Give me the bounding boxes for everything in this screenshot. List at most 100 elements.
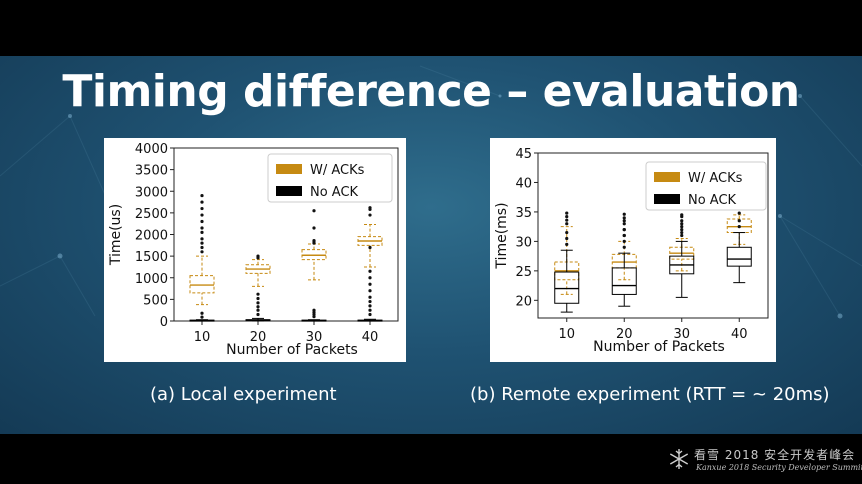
outlier-point bbox=[680, 219, 684, 223]
outlier-point bbox=[565, 218, 569, 222]
outlier-point bbox=[200, 245, 204, 250]
outlier-point bbox=[200, 237, 204, 241]
outlier-point bbox=[200, 219, 204, 224]
outlier-point bbox=[565, 215, 569, 219]
box-iqr bbox=[189, 275, 215, 294]
outlier-point bbox=[680, 213, 684, 217]
outlier-point bbox=[256, 312, 260, 317]
y-tick-label: 25 bbox=[515, 265, 532, 280]
outlier-point bbox=[256, 305, 260, 309]
outlier-point bbox=[565, 236, 569, 241]
box-iqr bbox=[726, 218, 752, 234]
outlier-point bbox=[737, 225, 741, 229]
legend-label: No ACK bbox=[688, 193, 737, 208]
y-tick-label: 2000 bbox=[135, 229, 168, 244]
box-iqr bbox=[726, 246, 752, 267]
y-tick-label: 0 bbox=[160, 315, 168, 330]
chart-panel-local: 0 500 1000 1500 2000 2500 3000 3500 4000 10 20 30 40… bbox=[104, 138, 406, 362]
outlier-point bbox=[680, 222, 684, 226]
outlier-point bbox=[622, 212, 626, 216]
legend-swatch bbox=[654, 194, 680, 204]
outlier-point bbox=[622, 222, 626, 226]
outlier-point bbox=[256, 308, 260, 312]
outlier-point bbox=[622, 239, 626, 243]
outlier-point bbox=[256, 296, 260, 301]
legend-swatch bbox=[654, 172, 680, 182]
outlier-point bbox=[368, 276, 372, 280]
outlier-point bbox=[368, 289, 372, 293]
outlier-point bbox=[622, 245, 626, 249]
box-noack-30 bbox=[301, 308, 327, 322]
box-noack-40 bbox=[726, 219, 752, 284]
x-tick-label: 30 bbox=[306, 330, 323, 345]
slide-title: Timing difference – evaluation bbox=[62, 66, 800, 117]
legend-label: W/ ACKs bbox=[310, 163, 365, 178]
outlier-point bbox=[256, 254, 260, 258]
box-noack-10 bbox=[189, 311, 215, 322]
outlier-point bbox=[565, 230, 569, 235]
box-noack-30 bbox=[669, 213, 695, 298]
outlier-point bbox=[737, 211, 741, 215]
y-tick-label: 4000 bbox=[135, 142, 168, 157]
outlier-point bbox=[200, 315, 204, 319]
y-tick-label: 20 bbox=[515, 294, 532, 309]
outlier-point bbox=[312, 238, 316, 243]
outlier-point bbox=[200, 226, 204, 230]
outlier-point bbox=[200, 200, 204, 204]
outlier-point bbox=[622, 216, 626, 220]
outlier-point bbox=[368, 299, 372, 304]
outlier-point bbox=[312, 226, 316, 230]
outlier-point bbox=[622, 228, 626, 232]
outlier-point bbox=[565, 211, 569, 215]
outlier-point bbox=[200, 241, 204, 245]
outlier-point bbox=[368, 308, 372, 312]
outlier-point bbox=[200, 193, 204, 198]
chart-panel-remote: 20 25 30 35 40 45 10 20 30 40 Number of Packets Tim… bbox=[490, 138, 776, 362]
box-noack-20 bbox=[245, 292, 271, 322]
box-noack-20 bbox=[611, 219, 637, 307]
bottom-black-band bbox=[0, 434, 862, 484]
box-noack-10 bbox=[554, 230, 580, 313]
y-tick-label: 40 bbox=[515, 176, 532, 191]
legend-swatch bbox=[276, 186, 302, 196]
outlier-point bbox=[680, 225, 684, 229]
y-tick-label: 2500 bbox=[135, 207, 168, 222]
outlier-point bbox=[312, 209, 316, 213]
box-ack-30 bbox=[301, 209, 327, 281]
outlier-point bbox=[565, 222, 569, 226]
outlier-point bbox=[256, 292, 260, 296]
outlier-point bbox=[368, 269, 372, 273]
x-tick-label: 30 bbox=[673, 327, 690, 342]
box-iqr bbox=[554, 271, 580, 304]
top-black-band bbox=[0, 0, 862, 56]
brand-chinese: 看雪 2018 安全开发者峰会 bbox=[694, 448, 856, 462]
outlier-point bbox=[622, 219, 626, 223]
outlier-point bbox=[622, 233, 626, 238]
x-tick-label: 10 bbox=[194, 330, 211, 345]
outlier-point bbox=[200, 206, 204, 211]
legend-label: No ACK bbox=[310, 185, 359, 200]
caption-remote: (b) Remote experiment (RTT = ~ 20ms) bbox=[470, 384, 830, 405]
x-tick-label: 40 bbox=[731, 327, 748, 342]
box-ack-20 bbox=[245, 254, 271, 287]
outlier-point bbox=[200, 311, 204, 315]
local-boxplot-chart: 0 500 1000 1500 2000 2500 3000 3500 4000 10 20 30 40… bbox=[108, 142, 399, 358]
network-decoration bbox=[0, 65, 862, 319]
y-tick-label: 45 bbox=[515, 147, 532, 162]
outlier-point bbox=[200, 213, 204, 217]
y-tick-label: 3000 bbox=[135, 185, 168, 200]
legend-label: W/ ACKs bbox=[688, 171, 743, 186]
y-tick-label: 500 bbox=[143, 293, 168, 308]
y-tick-label: 30 bbox=[515, 235, 532, 250]
y-tick-label: 3500 bbox=[135, 164, 168, 179]
outlier-point bbox=[368, 245, 372, 250]
box-iqr bbox=[611, 267, 637, 295]
plot-frame bbox=[537, 152, 769, 319]
y-tick-label: 1500 bbox=[135, 250, 168, 265]
snowflake-logo-icon bbox=[669, 449, 689, 469]
x-tick-label: 40 bbox=[362, 330, 379, 345]
remote-boxplot-chart: 20 25 30 35 40 45 10 20 30 40 Number of Packets Tim… bbox=[494, 147, 769, 355]
outlier-point bbox=[368, 295, 372, 299]
outlier-point bbox=[200, 230, 204, 234]
brand-english: Kanxue 2018 Security Developer Summit bbox=[696, 463, 862, 472]
